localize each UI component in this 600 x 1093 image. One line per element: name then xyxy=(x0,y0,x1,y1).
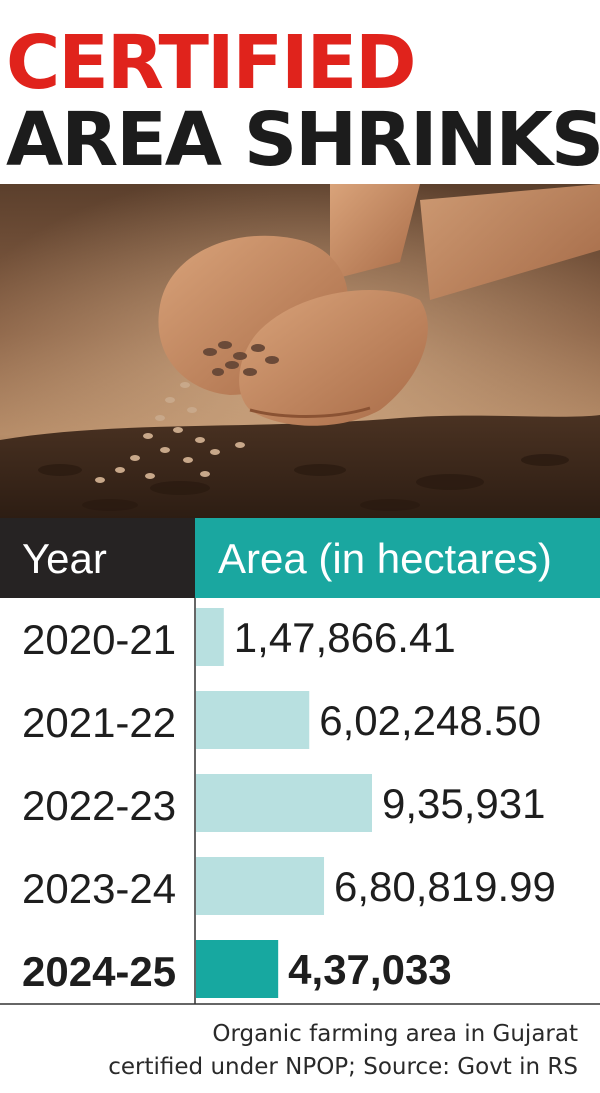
year-header-cell xyxy=(0,518,195,598)
footnote-line1: Organic farming area in Gujarat xyxy=(212,1021,578,1047)
value-labels-group: 1,47,866.41 6,02,248.50 9,35,931 6,80,819.9… xyxy=(234,614,556,993)
bars-group xyxy=(196,608,372,998)
bar-2021-22 xyxy=(196,691,310,749)
bar-2023-24 xyxy=(196,857,325,915)
bar-2024-25 xyxy=(196,940,279,998)
headline-line1: CERTIFIED xyxy=(6,20,415,106)
bar-2022-23 xyxy=(196,774,372,832)
value-label-2024-25: 4,37,033 xyxy=(288,946,452,993)
footnote-line2: certified under NPOP; Source: Govt in RS xyxy=(108,1054,578,1080)
bar-2020-21 xyxy=(196,608,224,666)
value-label-2020-21: 1,47,866.41 xyxy=(234,614,456,661)
value-label-2023-24: 6,80,819.99 xyxy=(334,863,556,910)
year-label: 2021-22 xyxy=(22,699,176,746)
year-column-header: Year xyxy=(22,535,107,582)
year-label: 2022-23 xyxy=(22,782,176,829)
value-label-2022-23: 9,35,931 xyxy=(382,780,546,827)
year-label: 2023-24 xyxy=(22,865,176,912)
headline-line2: AREA SHRINKS xyxy=(6,97,600,183)
value-label-2021-22: 6,02,248.50 xyxy=(319,697,541,744)
seeds-photo xyxy=(0,184,600,518)
area-header-cell xyxy=(195,518,600,598)
year-labels: 2020-21 2021-22 2022-23 2023-24 2024-25 xyxy=(22,616,176,995)
year-label: 2024-25 xyxy=(22,948,176,995)
year-label: 2020-21 xyxy=(22,616,176,663)
area-column-header: Area (in hectares) xyxy=(218,535,552,582)
